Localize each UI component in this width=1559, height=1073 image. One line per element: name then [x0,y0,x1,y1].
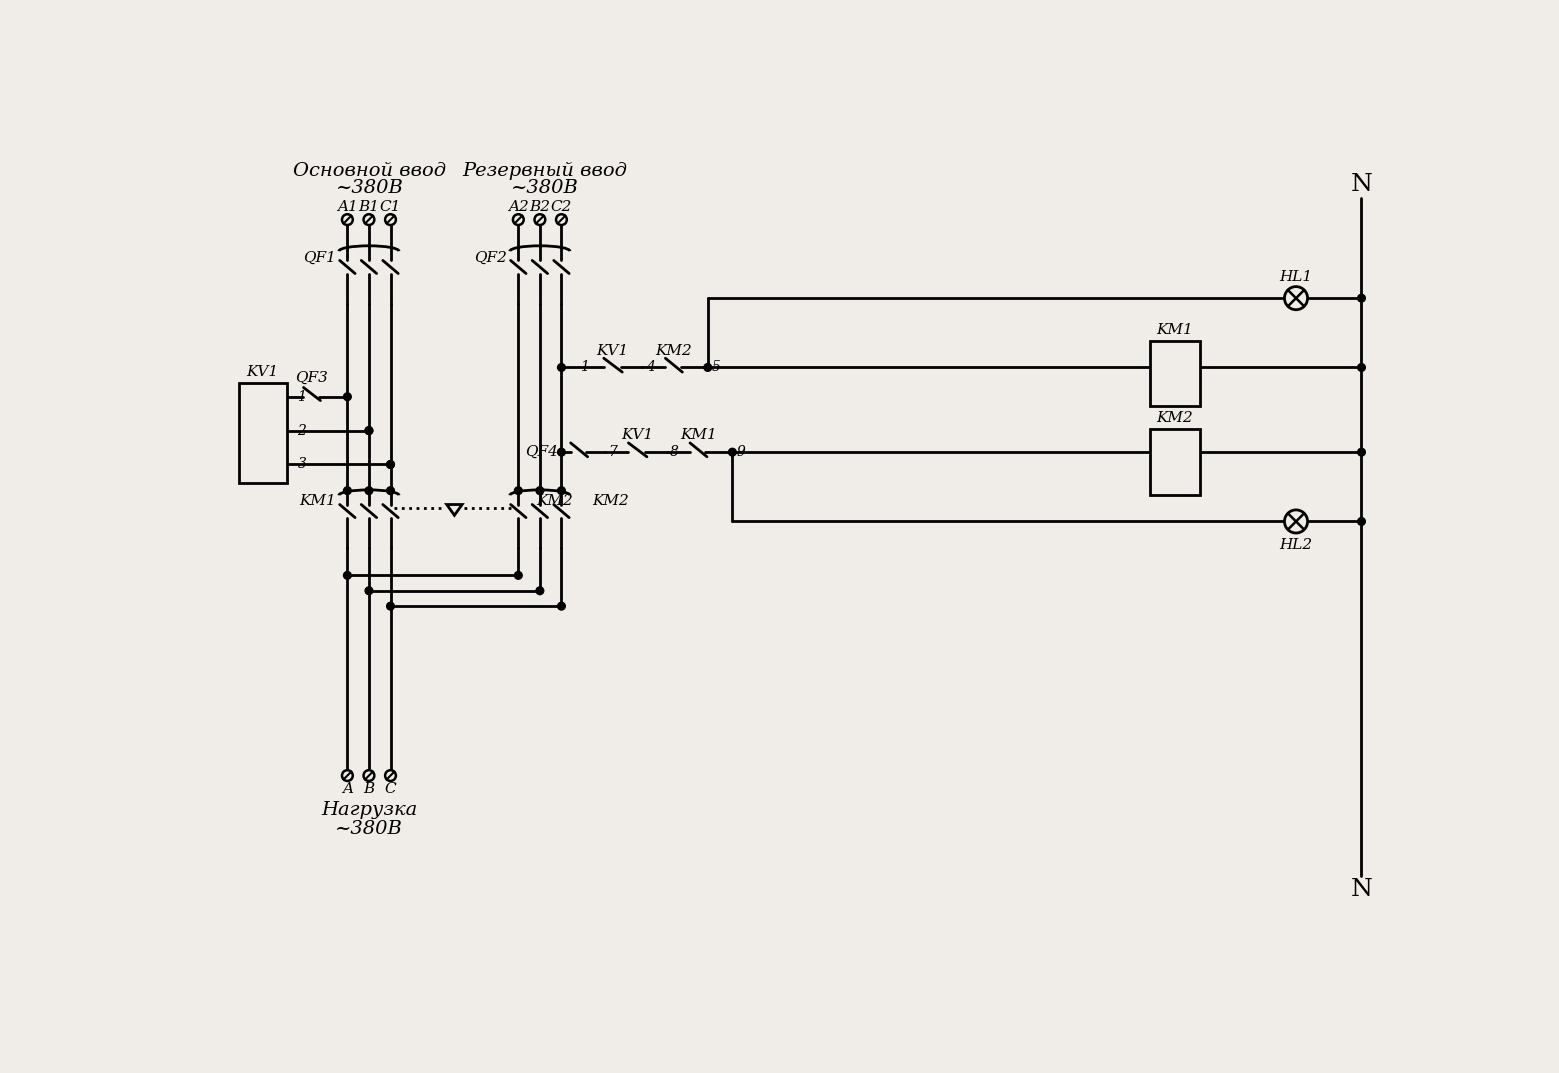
Circle shape [1358,294,1366,302]
Circle shape [728,449,736,456]
Circle shape [363,215,374,225]
Circle shape [387,602,394,611]
Circle shape [365,587,373,594]
Circle shape [343,393,351,400]
Circle shape [536,587,544,594]
Bar [1149,429,1200,495]
Circle shape [558,449,566,456]
Circle shape [363,770,374,781]
Text: 5: 5 [711,361,720,374]
Circle shape [387,460,394,468]
Circle shape [343,572,351,579]
Circle shape [535,215,546,225]
Text: 3: 3 [298,457,306,471]
Text: KM2: KM2 [592,495,628,509]
Text: QF3: QF3 [296,371,329,385]
Text: Основной ввод: Основной ввод [293,162,446,180]
Circle shape [558,487,566,495]
Circle shape [1285,510,1308,533]
Bar [1149,340,1200,406]
Circle shape [365,427,373,435]
Text: KM2: KM2 [1157,411,1193,425]
Text: ~380В: ~380В [335,179,404,197]
Text: KV1: KV1 [246,365,279,379]
Text: KV1: KV1 [620,428,653,442]
Text: A: A [341,782,352,796]
Circle shape [385,215,396,225]
Circle shape [387,487,394,495]
Text: N: N [1350,173,1372,195]
Text: C1: C1 [380,201,401,215]
Text: B2: B2 [530,201,550,215]
Circle shape [1358,449,1366,456]
Circle shape [514,572,522,579]
Text: KM2: KM2 [536,495,574,509]
Circle shape [558,602,566,611]
Text: KV1: KV1 [596,343,628,357]
Text: Резервный ввод: Резервный ввод [463,162,628,180]
Text: 7: 7 [608,445,617,459]
Circle shape [557,215,567,225]
Text: ~380В: ~380В [511,179,580,197]
Circle shape [536,487,544,495]
Text: 4: 4 [645,361,655,374]
Text: 2: 2 [298,424,306,438]
Text: 9: 9 [736,445,745,459]
Circle shape [343,487,351,495]
Text: A1: A1 [337,201,357,215]
Text: KM1: KM1 [1157,323,1193,337]
Circle shape [513,215,524,225]
Circle shape [705,364,711,371]
Text: QF1: QF1 [302,250,335,264]
Text: B: B [363,782,374,796]
Text: C2: C2 [550,201,572,215]
Text: 8: 8 [670,445,680,459]
Text: KM2: KM2 [655,343,692,357]
Text: B1: B1 [359,201,379,215]
Text: HL2: HL2 [1280,538,1313,552]
Circle shape [1358,364,1366,371]
Text: 1: 1 [298,389,306,403]
Circle shape [385,770,396,781]
Text: HL1: HL1 [1280,269,1313,283]
Text: QF2: QF2 [474,250,507,264]
Circle shape [365,487,373,495]
Text: A2: A2 [508,201,529,215]
Text: C: C [385,782,396,796]
Text: KM1: KM1 [299,495,335,509]
Circle shape [1285,286,1308,310]
Text: Нагрузка: Нагрузка [321,802,418,819]
Circle shape [514,487,522,495]
Bar [239,383,287,483]
Circle shape [341,215,352,225]
Circle shape [1358,517,1366,526]
Circle shape [558,364,566,371]
Text: 1: 1 [580,361,589,374]
Text: QF4: QF4 [525,445,558,459]
Text: N: N [1350,878,1372,901]
Circle shape [341,770,352,781]
Circle shape [387,460,394,468]
Text: ~380В: ~380В [335,821,402,838]
Circle shape [365,427,373,435]
Text: KM1: KM1 [680,428,717,442]
